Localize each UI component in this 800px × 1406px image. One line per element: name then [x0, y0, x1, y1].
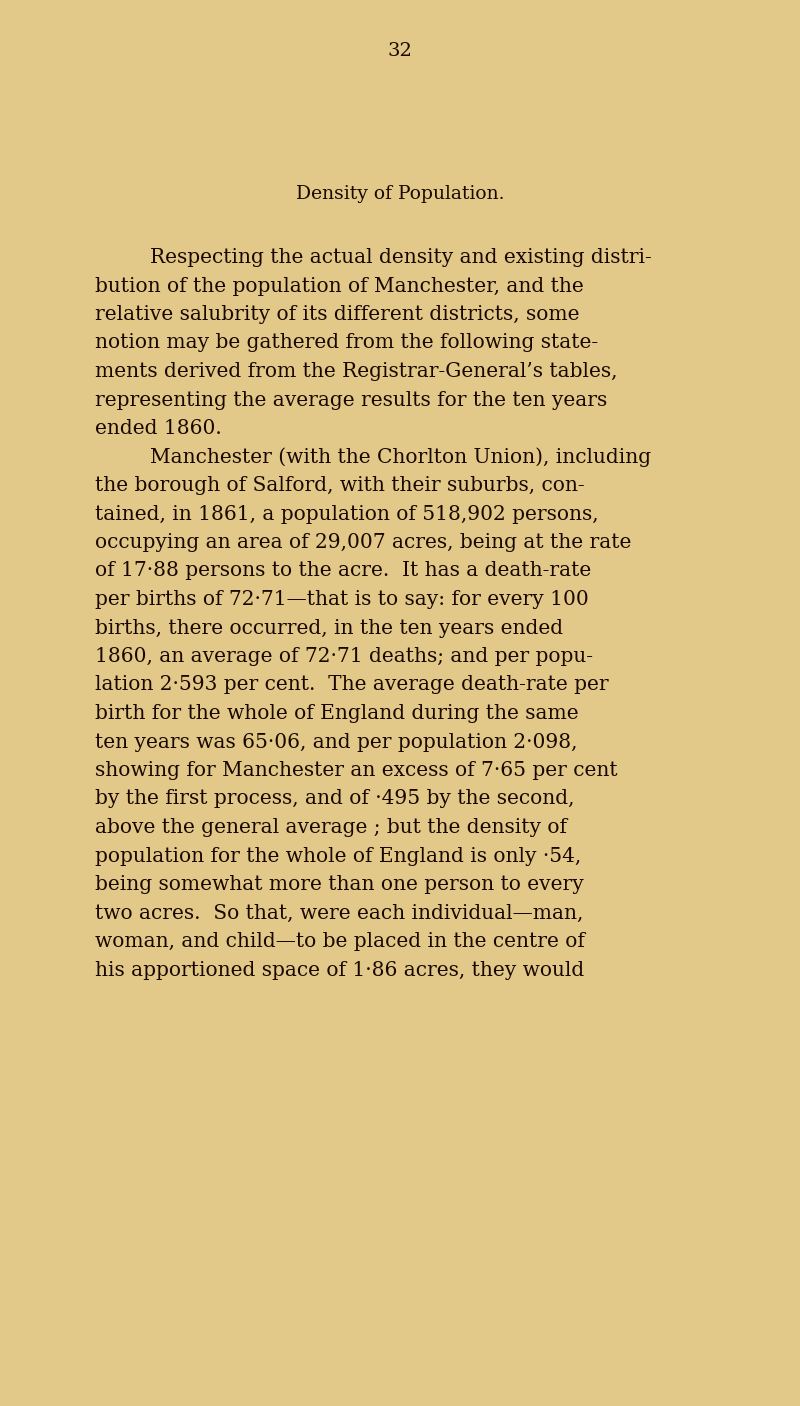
- Text: being somewhat more than one person to every: being somewhat more than one person to e…: [95, 875, 584, 894]
- Text: birth for the whole of England during the same: birth for the whole of England during th…: [95, 704, 578, 723]
- Text: relative salubrity of its different districts, some: relative salubrity of its different dist…: [95, 305, 579, 323]
- Text: showing for Manchester an excess of 7·65 per cent: showing for Manchester an excess of 7·65…: [95, 761, 618, 780]
- Text: of 17·88 persons to the acre.  It has a death-rate: of 17·88 persons to the acre. It has a d…: [95, 561, 591, 581]
- Text: ended 1860.: ended 1860.: [95, 419, 222, 439]
- Text: lation 2·593 per cent.  The average death-rate per: lation 2·593 per cent. The average death…: [95, 675, 609, 695]
- Text: 32: 32: [387, 42, 413, 60]
- Text: ten years was 65·06, and per population 2·098,: ten years was 65·06, and per population …: [95, 733, 578, 751]
- Text: two acres.  So that, were each individual—man,: two acres. So that, were each individual…: [95, 904, 583, 922]
- Text: Density of Population.: Density of Population.: [296, 186, 504, 202]
- Text: occupying an area of 29,007 acres, being at the rate: occupying an area of 29,007 acres, being…: [95, 533, 631, 553]
- Text: ments derived from the Registrar-General’s tables,: ments derived from the Registrar-General…: [95, 361, 618, 381]
- Text: births, there occurred, in the ten years ended: births, there occurred, in the ten years…: [95, 619, 563, 637]
- Text: notion may be gathered from the following state-: notion may be gathered from the followin…: [95, 333, 598, 353]
- Text: Respecting the actual density and existing distri-: Respecting the actual density and existi…: [150, 247, 652, 267]
- Text: the borough of Salford, with their suburbs, con-: the borough of Salford, with their subur…: [95, 477, 585, 495]
- Text: by the first process, and of ·495 by the second,: by the first process, and of ·495 by the…: [95, 790, 574, 808]
- Text: his apportioned space of 1·86 acres, they would: his apportioned space of 1·86 acres, the…: [95, 960, 584, 980]
- Text: above the general average ; but the density of: above the general average ; but the dens…: [95, 818, 567, 837]
- Text: bution of the population of Manchester, and the: bution of the population of Manchester, …: [95, 277, 584, 295]
- Text: per births of 72·71—that is to say: for every 100: per births of 72·71—that is to say: for …: [95, 591, 589, 609]
- Text: tained, in 1861, a population of 518,902 persons,: tained, in 1861, a population of 518,902…: [95, 505, 598, 523]
- Text: woman, and child—to be placed in the centre of: woman, and child—to be placed in the cen…: [95, 932, 585, 950]
- Text: population for the whole of England is only ·54,: population for the whole of England is o…: [95, 846, 582, 866]
- Text: 1860, an average of 72·71 deaths; and per popu-: 1860, an average of 72·71 deaths; and pe…: [95, 647, 593, 666]
- Text: Manchester (with the Chorlton Union), including: Manchester (with the Chorlton Union), in…: [150, 447, 651, 467]
- Text: representing the average results for the ten years: representing the average results for the…: [95, 391, 607, 409]
